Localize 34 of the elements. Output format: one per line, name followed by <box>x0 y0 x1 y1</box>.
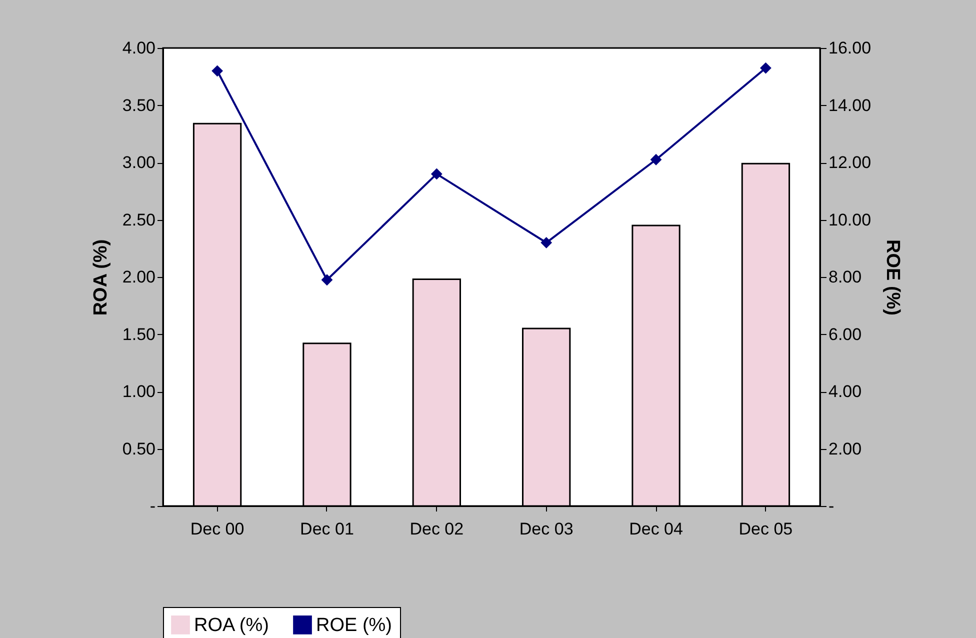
x-tick-label: Dec 04 <box>629 520 683 538</box>
point <box>650 154 662 166</box>
y-axis-title: ROA (%) <box>90 239 112 316</box>
point <box>540 236 552 248</box>
legend-label: ROA (%) <box>194 614 269 636</box>
y-tick-label: 2.00 <box>122 268 156 286</box>
legend-label: ROE (%) <box>316 614 392 636</box>
y-tick-label: 4.00 <box>122 38 156 58</box>
point <box>430 168 442 180</box>
y-tick-label: 3.50 <box>122 96 156 115</box>
y2-tick-label: 6.00 <box>828 324 862 344</box>
point <box>760 62 772 74</box>
x-tick-label: Dec 01 <box>300 520 354 538</box>
x-tick-label: Dec 00 <box>190 520 244 538</box>
x-tick-label: Dec 05 <box>738 520 793 538</box>
y2-tick-label: 10.00 <box>828 210 872 230</box>
x-tick-label: Dec 03 <box>519 520 574 538</box>
y2-tick-label: - <box>828 496 834 516</box>
y2-tick-label: 12.00 <box>828 153 872 172</box>
y-tick-label: 1.00 <box>122 382 156 401</box>
y2-tick-label: 4.00 <box>828 382 862 401</box>
point <box>212 65 223 77</box>
y-tick-label: 3.00 <box>122 153 156 172</box>
point <box>321 274 333 286</box>
y-tick-label: - <box>150 496 156 516</box>
y2-tick-label: 2.00 <box>828 439 862 458</box>
y2-tick-label: 8.00 <box>828 268 862 286</box>
y2-tick-label: 16.00 <box>828 38 872 58</box>
y-tick-label: 0.50 <box>122 439 156 458</box>
y2-axis-title: ROE (%) <box>882 240 904 316</box>
y2-tick-label: 14.00 <box>828 96 872 115</box>
x-tick-label: Dec 02 <box>410 520 464 538</box>
y-tick-label: 2.50 <box>122 210 156 230</box>
y-tick-label: 1.50 <box>122 324 156 344</box>
